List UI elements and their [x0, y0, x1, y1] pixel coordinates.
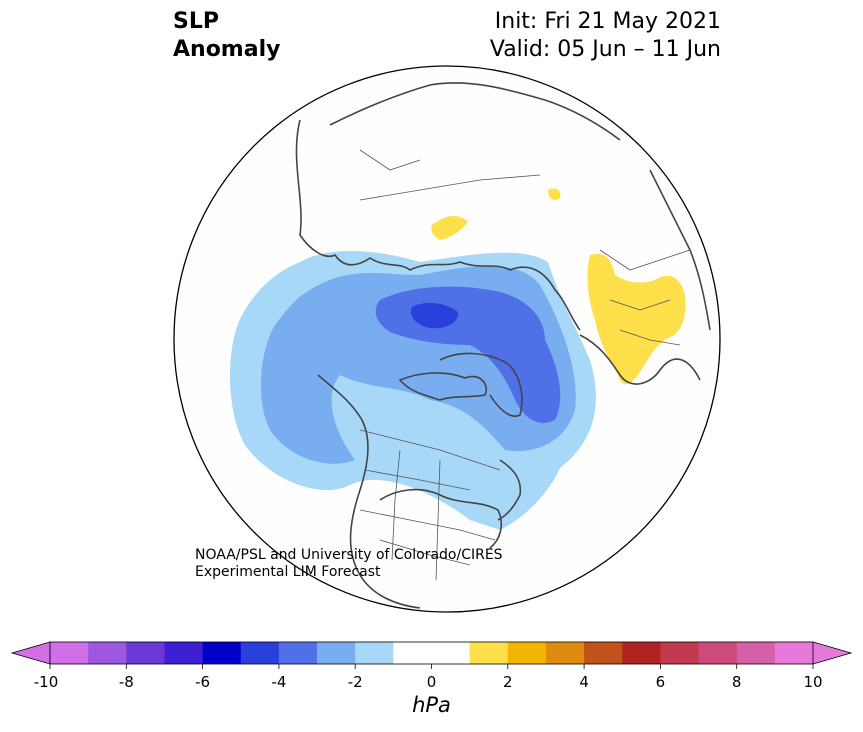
anomaly-patch-pos3	[548, 188, 561, 200]
colorbar-swatch	[736, 642, 776, 664]
colorbar-swatch	[545, 642, 585, 664]
colorbar: -10 -8 -6 -4 -2 0 2 4 6 8 10	[10, 641, 853, 691]
colorbar-tick-label: -6	[195, 673, 210, 691]
colorbar-swatch	[431, 642, 471, 664]
colorbar-swatch	[774, 642, 814, 664]
colorbar-swatch	[278, 642, 318, 664]
colorbar-tick-label: 0	[427, 673, 437, 691]
colorbar-tick-label: -4	[271, 673, 286, 691]
map-title: SLP Anomaly	[173, 8, 280, 64]
colorbar-swatch	[698, 642, 738, 664]
title-line-1: SLP	[173, 9, 219, 34]
colorbar-extend-max	[812, 641, 853, 665]
anomaly-band-pos1	[587, 253, 686, 385]
colorbar-swatch	[202, 642, 242, 664]
colorbar-swatch	[317, 642, 356, 664]
colorbar-units: hPa	[412, 693, 451, 717]
colorbar-swatch	[660, 642, 700, 664]
colorbar-tick-label: 4	[579, 673, 589, 691]
credit-line-1: NOAA/PSL and University of Colorado/CIRE…	[195, 547, 503, 563]
colorbar-tick-label: -2	[348, 673, 363, 691]
credit-line-2: Experimental LIM Forecast	[195, 564, 381, 580]
colorbar-tick-label: -10	[34, 673, 59, 691]
colorbar-swatch	[393, 642, 432, 664]
colorbar-tick-label: 8	[732, 673, 742, 691]
colorbar-swatch	[355, 642, 394, 664]
colorbar-swatch	[240, 642, 280, 664]
colorbar-swatch	[126, 642, 165, 664]
colorbar-swatch	[88, 642, 127, 664]
colorbar-tick-label: 10	[803, 673, 822, 691]
borders	[359, 149, 691, 581]
map-boundary	[173, 65, 721, 613]
colorbar-tick-label: 6	[656, 673, 666, 691]
colorbar-extend-min	[10, 641, 51, 665]
colorbar-swatch	[50, 642, 89, 664]
polar-map	[173, 65, 721, 613]
anomaly-patch-pos2	[431, 215, 468, 240]
colorbar-swatch	[507, 642, 547, 664]
init-date: Init: Fri 21 May 2021	[494, 9, 721, 34]
valid-range: Valid: 05 Jun – 11 Jun	[489, 37, 721, 62]
colorbar-tick-label: -8	[119, 673, 134, 691]
colorbar-swatch	[622, 642, 661, 664]
colorbar-swatch	[584, 642, 623, 664]
forecast-dates: Init: Fri 21 May 2021 Valid: 05 Jun – 11…	[490, 8, 721, 64]
colorbar-tick-label: 2	[503, 673, 513, 691]
colorbar-swatch	[469, 642, 509, 664]
colorbar-swatch	[164, 642, 204, 664]
credit-text: NOAA/PSL and University of Colorado/CIRE…	[195, 547, 503, 581]
title-line-2: Anomaly	[173, 37, 281, 62]
coastlines	[295, 82, 711, 609]
anomaly-band-neg4	[410, 302, 459, 329]
